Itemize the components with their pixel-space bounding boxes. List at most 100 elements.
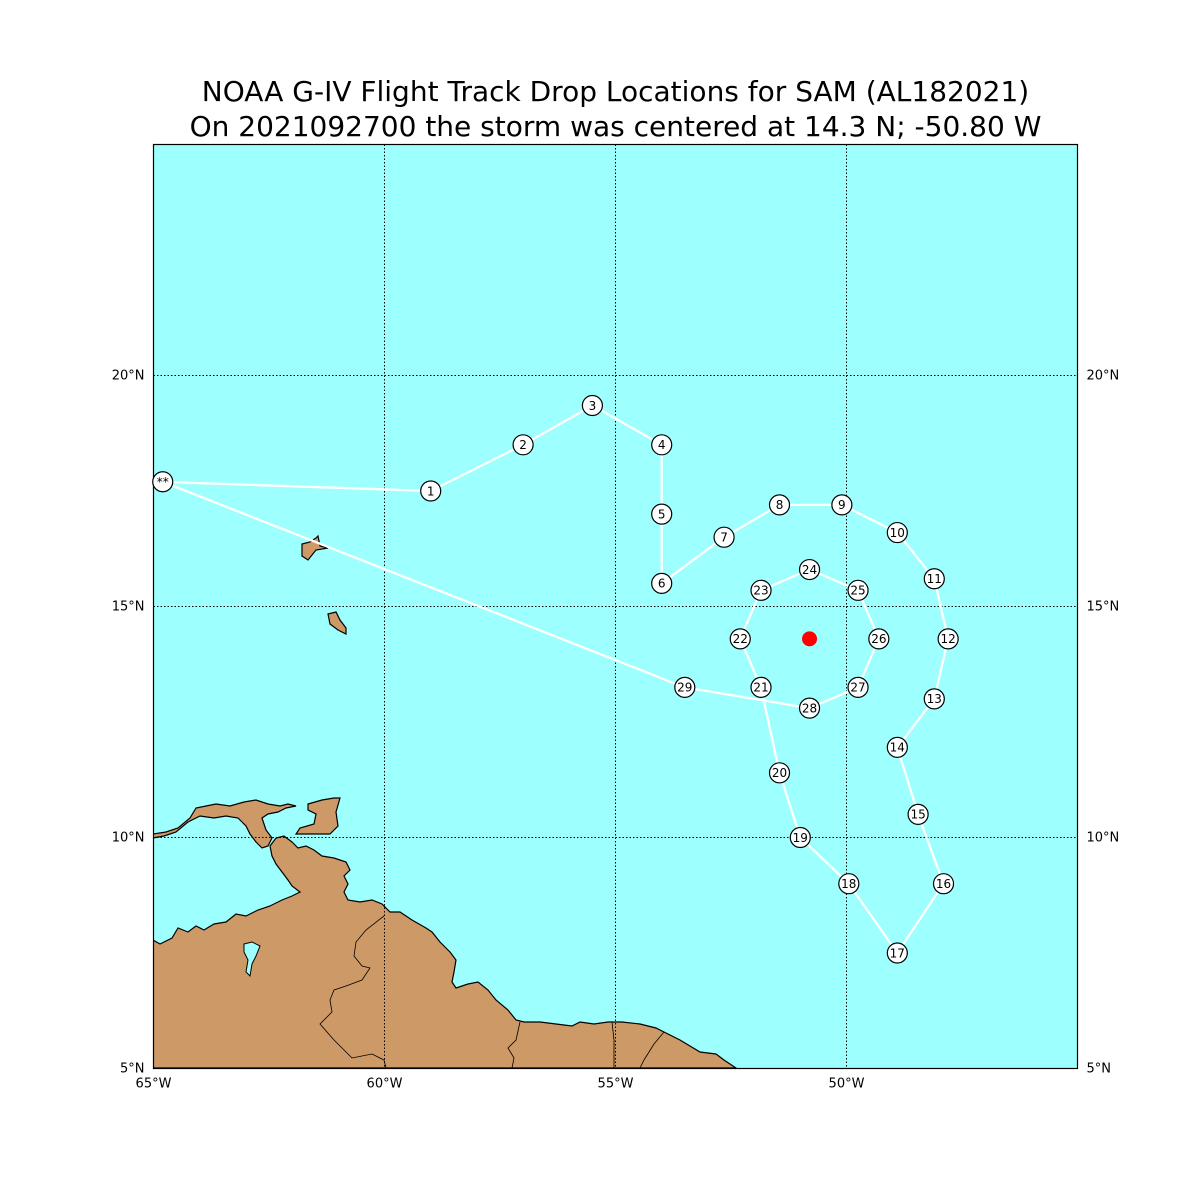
drop-marker-label: 14 bbox=[890, 741, 905, 755]
land-layer bbox=[153, 534, 738, 1069]
drop-marker-label: ** bbox=[157, 475, 169, 489]
latitude-tick-label-left: 15°N bbox=[112, 600, 145, 615]
drop-marker: 20 bbox=[768, 762, 791, 784]
drop-marker-label: 10 bbox=[890, 526, 905, 540]
drop-marker-label: 26 bbox=[871, 632, 886, 646]
paria-peninsula bbox=[153, 799, 297, 849]
drop-marker-circle bbox=[651, 434, 673, 456]
latitude-tick-label-left: 5°N bbox=[120, 1062, 145, 1077]
drop-marker-circle bbox=[907, 803, 929, 826]
longitude-tick-label: 65°W bbox=[136, 1077, 172, 1092]
latitude-tick-label-right: 5°N bbox=[1087, 1062, 1112, 1077]
drop-marker-label: 17 bbox=[890, 946, 905, 960]
drop-marker-label: 9 bbox=[838, 498, 846, 512]
drop-marker: 2 bbox=[512, 434, 534, 456]
latitude-tick-label-right: 10°N bbox=[1087, 831, 1120, 846]
trinidad-island bbox=[294, 797, 341, 835]
drop-marker: 4 bbox=[651, 434, 673, 456]
drop-marker: 19 bbox=[789, 826, 811, 849]
drop-marker-label: 11 bbox=[927, 572, 942, 586]
lake-guri bbox=[243, 941, 261, 978]
drop-marker-circle bbox=[750, 579, 772, 601]
drop-marker: 8 bbox=[768, 494, 791, 516]
longitude-tick-label: 50°W bbox=[829, 1077, 865, 1092]
drop-marker-label: 1 bbox=[427, 484, 435, 498]
drop-marker: 26 bbox=[868, 628, 890, 650]
drop-marker-circle bbox=[838, 873, 860, 895]
drop-marker-label: 18 bbox=[841, 877, 856, 891]
drop-marker: 18 bbox=[838, 873, 860, 895]
drop-marker-circle bbox=[713, 526, 735, 548]
drop-marker-circle bbox=[923, 688, 945, 710]
drop-marker-label: 21 bbox=[753, 681, 768, 695]
drop-marker-circle bbox=[789, 826, 811, 849]
drop-marker-label: 13 bbox=[927, 692, 942, 706]
drop-marker: 9 bbox=[831, 494, 853, 516]
drop-marker-circle bbox=[868, 628, 890, 650]
drop-marker-label: 16 bbox=[936, 877, 951, 891]
drop-marker-circle bbox=[768, 494, 791, 516]
drop-marker: 21 bbox=[750, 676, 772, 698]
map-frame bbox=[152, 143, 1079, 1070]
drop-marker-label: 29 bbox=[677, 681, 692, 695]
drop-marker: 12 bbox=[937, 628, 959, 650]
drop-marker-circle bbox=[420, 480, 442, 502]
drop-marker: 24 bbox=[798, 558, 821, 581]
map-title-line-1: NOAA G-IV Flight Track Drop Locations fo… bbox=[201, 75, 1030, 108]
drop-marker-label: 24 bbox=[802, 563, 817, 577]
drop-marker: 1 bbox=[420, 480, 442, 502]
drop-marker: 10 bbox=[886, 521, 908, 544]
drop-marker-circle bbox=[886, 521, 908, 544]
longitude-tick-label: 60°W bbox=[367, 1077, 403, 1092]
drop-marker-circle bbox=[923, 568, 945, 590]
south-america-landmass bbox=[153, 835, 738, 1069]
drop-marker: 28 bbox=[798, 697, 821, 719]
drop-marker-label: 4 bbox=[658, 438, 666, 452]
drop-marker-label: 3 bbox=[589, 399, 597, 413]
drop-marker-circle bbox=[847, 579, 869, 601]
drop-marker-circle bbox=[886, 736, 908, 759]
longitude-tick-label: 55°W bbox=[598, 1077, 634, 1092]
drop-marker-label: 8 bbox=[776, 498, 784, 512]
drop-marker-label: 22 bbox=[733, 632, 748, 646]
drop-marker-label: 7 bbox=[720, 531, 728, 545]
country-borders bbox=[319, 915, 665, 1069]
drop-marker-circle bbox=[798, 697, 821, 719]
drop-marker: 13 bbox=[923, 688, 945, 710]
storm-center-dot bbox=[802, 631, 818, 647]
drop-marker-circle bbox=[937, 628, 959, 650]
drop-marker: 7 bbox=[713, 526, 735, 548]
drop-marker-label: 23 bbox=[753, 584, 768, 598]
drop-marker-label: 20 bbox=[772, 766, 787, 780]
drop-marker-circle bbox=[798, 558, 821, 581]
drop-marker-circle bbox=[651, 572, 673, 595]
drop-marker-label: 5 bbox=[658, 507, 666, 521]
drop-marker-circle bbox=[932, 873, 955, 895]
drop-marker: 6 bbox=[651, 572, 673, 595]
drop-marker-circle bbox=[768, 762, 791, 784]
drop-marker: 5 bbox=[651, 503, 673, 525]
latitude-tick-label-right: 15°N bbox=[1087, 600, 1120, 615]
drop-marker-label: 25 bbox=[850, 584, 865, 598]
drop-marker: 22 bbox=[729, 628, 751, 650]
drop-marker: 25 bbox=[847, 579, 869, 601]
drop-marker-circle bbox=[674, 676, 696, 698]
drop-marker-label: 27 bbox=[850, 681, 865, 695]
drop-marker-circle bbox=[750, 676, 772, 698]
drop-marker-circle bbox=[831, 494, 853, 516]
drop-marker: 15 bbox=[907, 803, 929, 826]
latitude-tick-label-right: 20°N bbox=[1087, 369, 1120, 384]
drop-marker-label: 19 bbox=[793, 831, 808, 845]
drop-marker-label: 6 bbox=[658, 577, 666, 591]
axis-tick-labels: 65°W 60°W 55°W 50°W 5°N 5°N 10°N 10°N 15°N 15°N 20… bbox=[112, 369, 1120, 1092]
base-marker: ** bbox=[152, 471, 174, 493]
latitude-tick-label-left: 20°N bbox=[112, 369, 145, 384]
drop-marker: 3 bbox=[581, 394, 604, 417]
drop-marker-label: 28 bbox=[802, 701, 817, 715]
drop-marker: 11 bbox=[923, 568, 945, 590]
drop-marker-label: 12 bbox=[940, 632, 955, 646]
drop-marker-circle bbox=[581, 394, 604, 417]
drop-marker-circle bbox=[847, 676, 869, 698]
